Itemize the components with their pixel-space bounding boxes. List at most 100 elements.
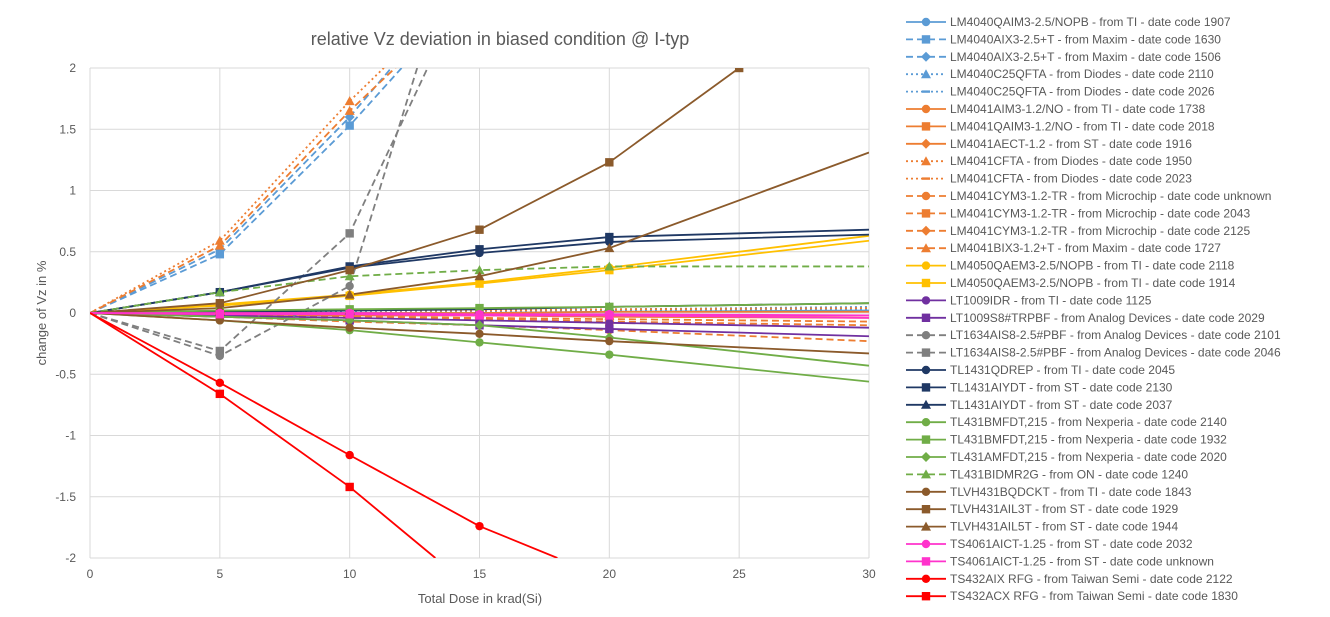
data-point bbox=[345, 310, 354, 319]
y-axis-label: change of Vz in % bbox=[34, 260, 49, 365]
data-point bbox=[215, 310, 225, 319]
data-point bbox=[474, 320, 485, 331]
data-point bbox=[605, 158, 614, 167]
legend-marker bbox=[921, 51, 931, 62]
data-point bbox=[215, 378, 225, 388]
legend-marker bbox=[921, 122, 931, 131]
series-line-19 bbox=[90, 68, 419, 357]
legend-label: TLVH431BQDCKT - from TI - date code 1843 bbox=[950, 485, 1192, 499]
legend-label: LM4041QAIM3-1.2/NO - from TI - date code… bbox=[950, 119, 1215, 133]
legend-marker bbox=[921, 191, 931, 201]
legend-marker bbox=[922, 90, 930, 93]
y-tick-label: 1.5 bbox=[59, 122, 76, 136]
legend-label: TL431AMFDT,215 - from Nexperia - date co… bbox=[950, 450, 1227, 464]
data-point bbox=[345, 229, 354, 238]
legend-marker bbox=[921, 365, 931, 375]
data-point bbox=[605, 324, 614, 334]
legend-marker bbox=[921, 69, 931, 79]
legend-label: TLVH431AIL5T - from ST - date code 1944 bbox=[950, 520, 1178, 534]
legend-marker bbox=[921, 469, 931, 479]
data-point bbox=[345, 482, 354, 492]
legend-label: LM4050QAEM3-2.5/NOPB - from TI - date co… bbox=[950, 276, 1236, 290]
y-tick-label: -1 bbox=[65, 429, 76, 443]
legend-label: LM4040C25QFTA - from Diodes - date code … bbox=[950, 85, 1215, 99]
data-point bbox=[604, 261, 615, 271]
legend-label: TL1431AIYDT - from ST - date code 2037 bbox=[950, 398, 1173, 412]
legend-label: LT1634AIS8-2.5#PBF - from Analog Devices… bbox=[950, 328, 1281, 342]
data-point bbox=[215, 346, 225, 356]
data-point bbox=[344, 271, 355, 281]
y-tick-label: 0 bbox=[69, 306, 76, 320]
legend-label: LT1009S8#TRPBF - from Analog Devices - d… bbox=[950, 311, 1265, 325]
x-tick-label: 15 bbox=[473, 567, 487, 581]
data-point bbox=[344, 96, 355, 106]
legend-marker bbox=[921, 331, 931, 340]
legend-label: TLVH431AIL3T - from ST - date code 1929 bbox=[950, 502, 1178, 516]
data-point bbox=[605, 232, 614, 242]
x-tick-label: 0 bbox=[87, 567, 94, 581]
legend-marker bbox=[921, 209, 931, 218]
data-point bbox=[345, 265, 354, 275]
legend-marker bbox=[921, 557, 931, 566]
series-line-32 bbox=[90, 312, 869, 319]
legend-label: TS4061AICT-1.25 - from ST - date code 20… bbox=[950, 537, 1193, 551]
legend: LM4040QAIM3-2.5/NOPB - from TI - date co… bbox=[906, 15, 1281, 603]
data-point bbox=[475, 225, 484, 234]
data-point bbox=[475, 303, 484, 313]
series-layer bbox=[90, 68, 869, 558]
series-line-26 bbox=[90, 312, 869, 367]
y-tick-label: -0.5 bbox=[55, 367, 76, 381]
marker-layer bbox=[214, 68, 744, 531]
legend-marker bbox=[921, 487, 931, 496]
x-tick-label: 25 bbox=[732, 567, 746, 581]
series-line-25 bbox=[90, 302, 869, 314]
legend-label: LM4040AIX3-2.5+T - from Maxim - date cod… bbox=[950, 50, 1221, 64]
x-axis-label: Total Dose in krad(Si) bbox=[418, 591, 542, 606]
x-tick-label: 20 bbox=[603, 567, 617, 581]
legend-marker bbox=[922, 177, 930, 180]
series-line-14 bbox=[90, 68, 397, 314]
legend-label: LM4041CFTA - from Diodes - date code 195… bbox=[950, 154, 1192, 168]
legend-label: LM4041BIX3-1.2+T - from Maxim - date cod… bbox=[950, 241, 1221, 255]
data-point bbox=[344, 289, 355, 299]
data-point bbox=[604, 243, 615, 253]
legend-marker bbox=[921, 296, 931, 305]
legend-marker bbox=[921, 278, 931, 288]
data-point bbox=[475, 245, 484, 254]
legend-label: LM4040C25QFTA - from Diodes - date code … bbox=[950, 67, 1214, 81]
series-line-22 bbox=[90, 228, 869, 314]
legend-label: LM4041AECT-1.2 - from ST - date code 191… bbox=[950, 137, 1192, 151]
legend-marker bbox=[921, 452, 931, 462]
legend-label: LM4040AIX3-2.5+T - from Maxim - date cod… bbox=[950, 32, 1221, 46]
legend-marker bbox=[921, 383, 931, 392]
x-tick-label: 5 bbox=[216, 567, 223, 581]
data-point bbox=[215, 389, 225, 399]
data-point bbox=[734, 68, 744, 73]
tick-labels: 2 1.5 1 0.5 0 -0.5 -1 -1.5 -2 0 5 10 15 20 25 30 bbox=[55, 61, 876, 581]
series-line-16 bbox=[90, 239, 869, 314]
legend-label: LM4041AIM3-1.2/NO - from TI - date code … bbox=[950, 102, 1206, 116]
legend-marker bbox=[921, 35, 931, 44]
series-line-3 bbox=[90, 68, 393, 314]
data-point bbox=[345, 450, 354, 460]
legend-marker bbox=[921, 313, 931, 322]
legend-label: LT1634AIS8-2.5#PBF - from Analog Devices… bbox=[950, 346, 1281, 360]
x-tick-label: 30 bbox=[862, 567, 876, 581]
legend-label: TS432AIX RFG - from Taiwan Semi - date c… bbox=[950, 572, 1233, 586]
series-line-31 bbox=[90, 312, 869, 317]
legend-marker bbox=[921, 17, 931, 27]
y-tick-label: 0.5 bbox=[59, 245, 76, 259]
y-tick-label: 1 bbox=[69, 184, 76, 198]
data-point bbox=[345, 281, 354, 291]
legend-label: LM4050QAEM3-2.5/NOPB - from TI - date co… bbox=[950, 259, 1235, 273]
y-tick-label: -1.5 bbox=[55, 490, 76, 504]
legend-marker bbox=[921, 348, 931, 357]
legend-label: LM4041CYM3-1.2-TR - from Microchip - dat… bbox=[950, 224, 1250, 238]
data-point bbox=[345, 121, 354, 130]
series-line-15 bbox=[90, 234, 869, 314]
legend-marker bbox=[921, 104, 931, 114]
legend-marker bbox=[921, 435, 931, 444]
data-point bbox=[475, 338, 484, 347]
